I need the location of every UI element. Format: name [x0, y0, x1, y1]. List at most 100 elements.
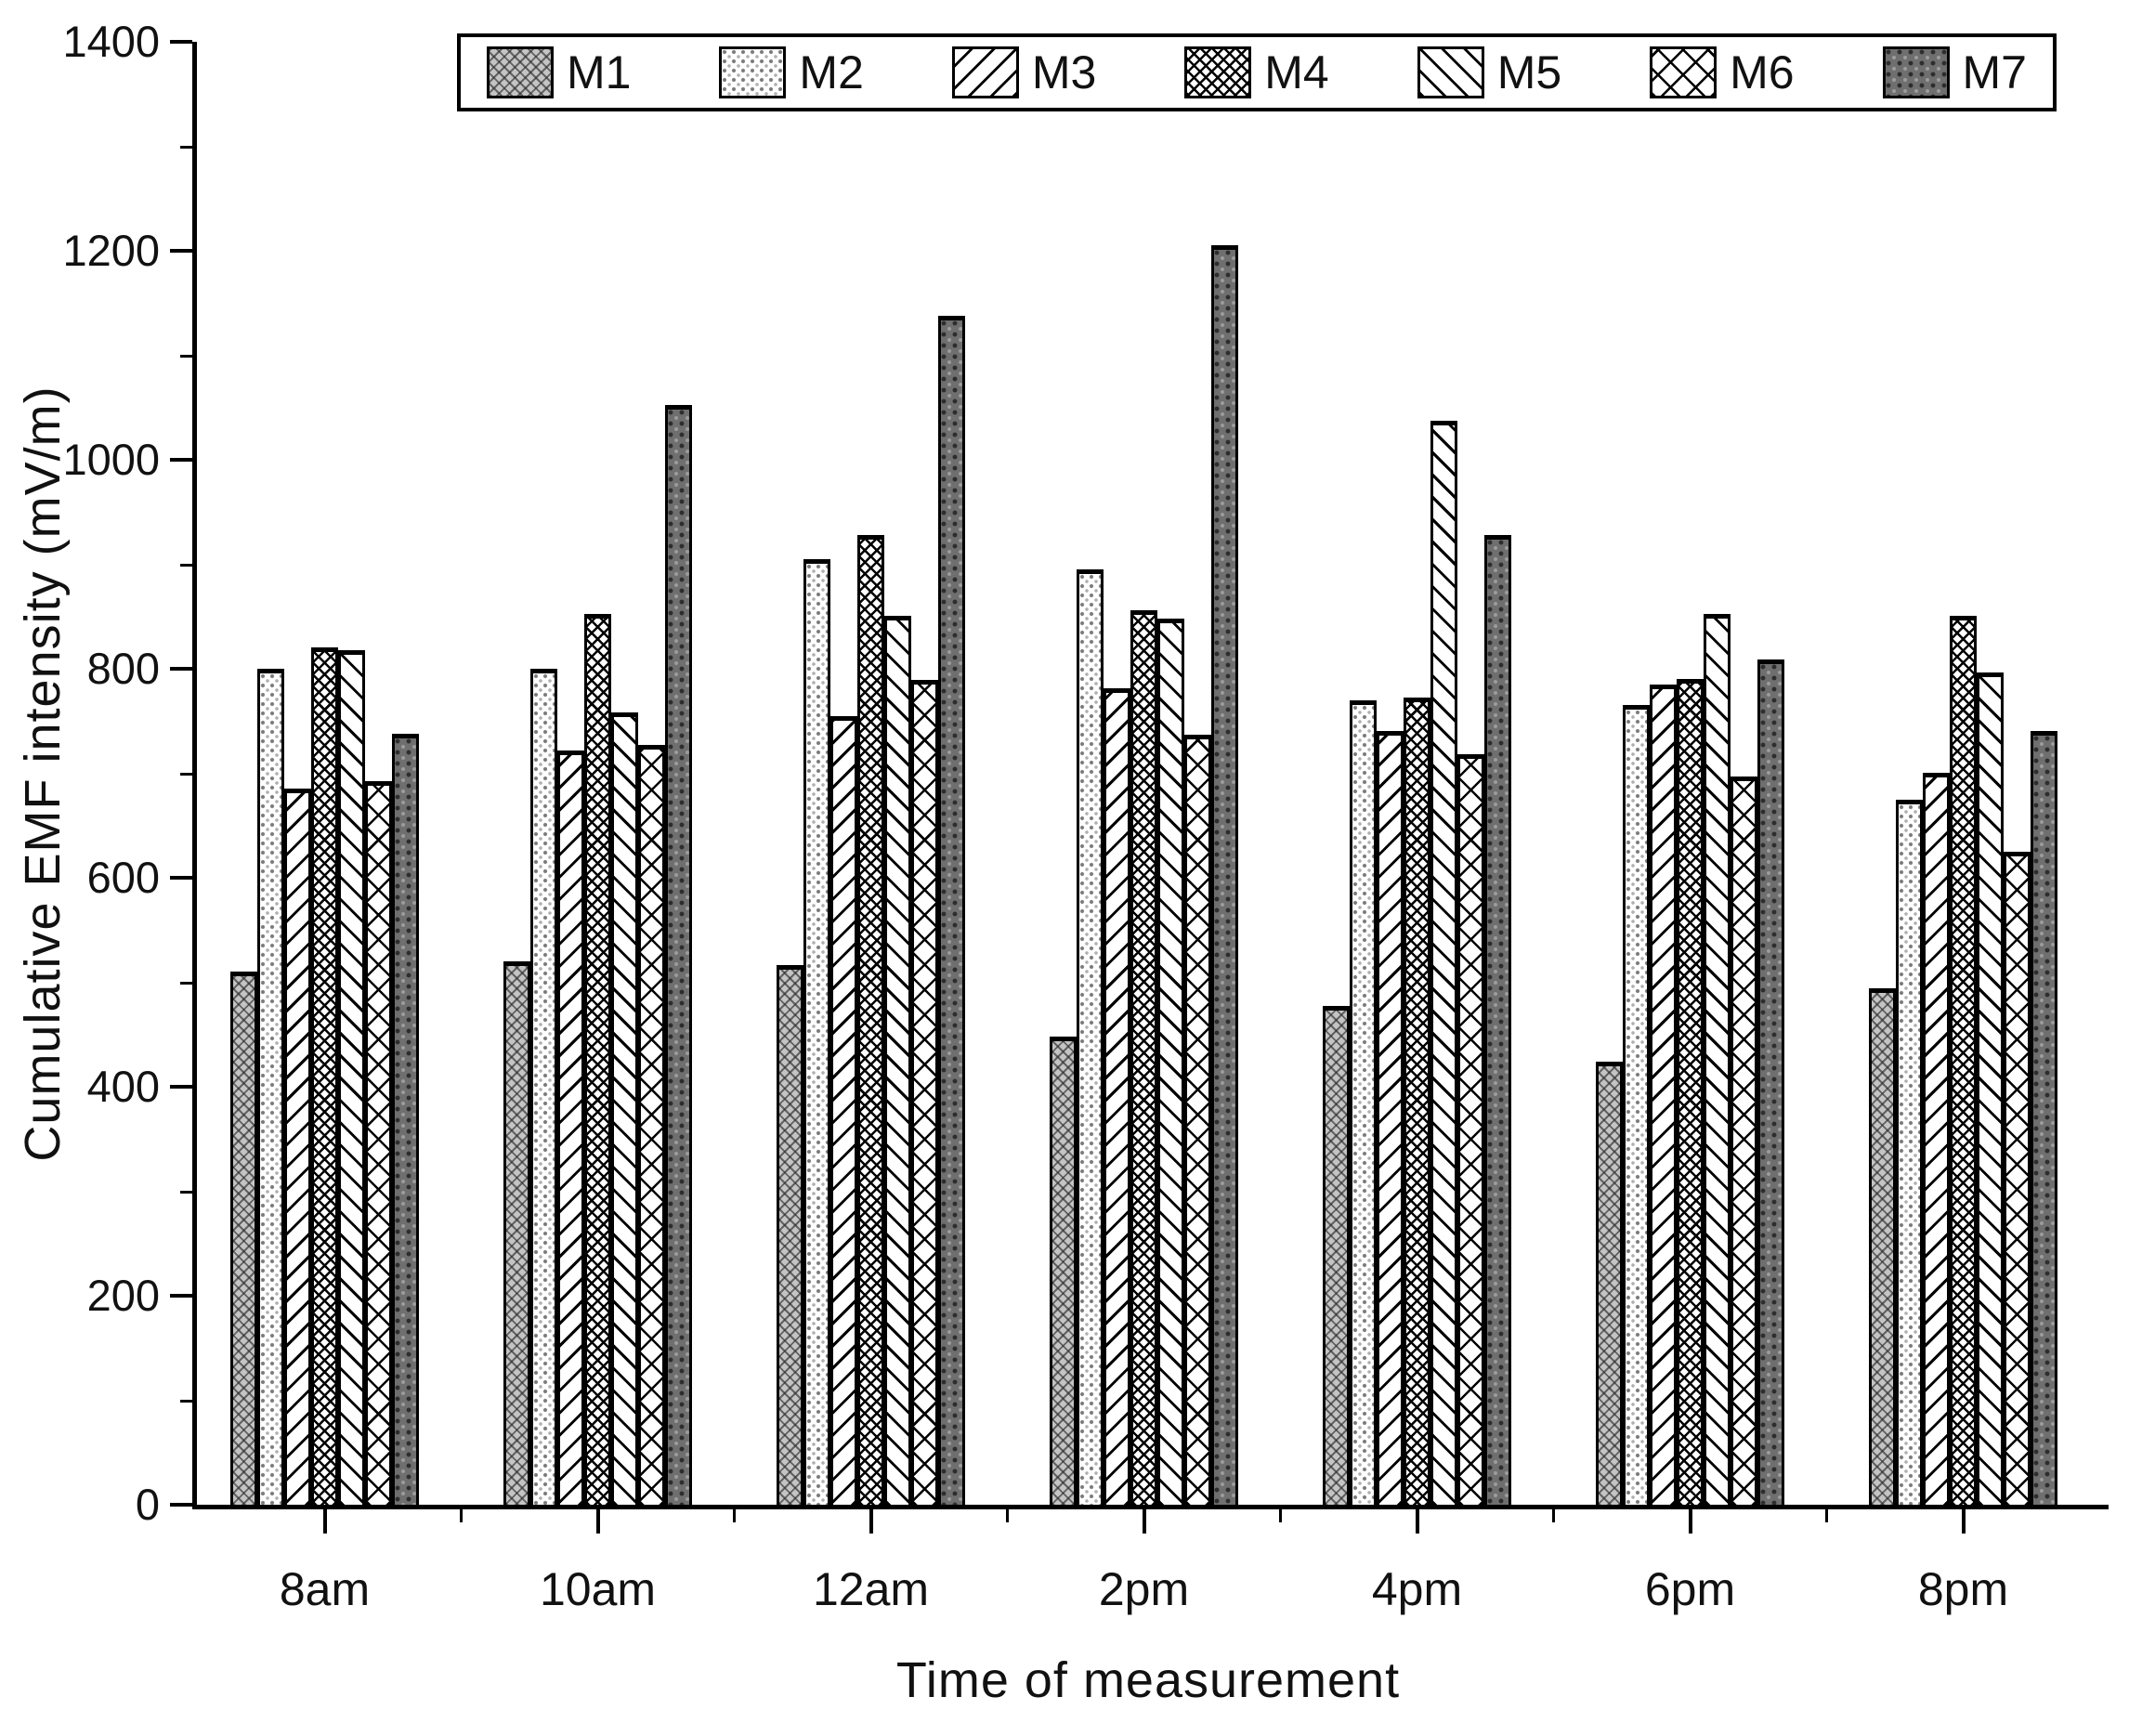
bar-m6-10am — [638, 745, 665, 1505]
dense-crosshatch-swatch — [1184, 46, 1252, 98]
x-tick-label: 12am — [812, 1563, 930, 1615]
x-tick-label: 4pm — [1371, 1563, 1463, 1615]
bar-m2-12am — [803, 559, 830, 1505]
legend-item-m1: M1 — [487, 46, 631, 99]
x-major-tick — [1415, 1509, 1419, 1534]
bar-m6-4pm — [1457, 754, 1484, 1505]
x-tick-label: 10am — [539, 1563, 657, 1615]
bar-m7-8am — [392, 734, 419, 1505]
y-minor-tick — [180, 145, 192, 149]
x-tick-label: 6pm — [1644, 1563, 1736, 1615]
diagonal-back-swatch — [1417, 46, 1484, 98]
legend-label: M4 — [1264, 46, 1329, 98]
plot-area: 0 200 400 600 800 1000 1200 1400 8am 10am 12am 2pm… — [62, 18, 2109, 1615]
bar-m3-6pm — [1650, 685, 1677, 1505]
y-minor-tick — [180, 1399, 192, 1403]
bar-m3-12am — [830, 716, 857, 1505]
bar-m7-10am — [665, 405, 692, 1505]
bar-m7-8pm — [2031, 731, 2057, 1505]
bar-m6-8pm — [2004, 852, 2031, 1505]
bar-m4-4pm — [1404, 698, 1430, 1505]
x-axis-title: Time of measurement — [895, 1652, 1401, 1708]
bar-m2-10am — [530, 669, 557, 1505]
diagonal-forward-swatch — [951, 46, 1019, 98]
bar-group-4pm — [1323, 421, 1511, 1505]
bar-m4-10am — [584, 614, 611, 1505]
bar-m6-8am — [365, 781, 392, 1505]
bar-m2-8pm — [1896, 800, 1923, 1505]
bar-group-6pm — [1596, 614, 1784, 1505]
bar-group-10am — [503, 405, 692, 1505]
legend-label: M6 — [1730, 46, 1795, 98]
x-major-tick — [1688, 1509, 1692, 1534]
y-major-tick — [170, 458, 192, 462]
bar-m4-8pm — [1950, 616, 1977, 1505]
y-minor-tick — [180, 981, 192, 985]
legend-item-m3: M3 — [951, 46, 1097, 99]
y-minor-tick — [180, 354, 192, 358]
bar-m5-2pm — [1157, 619, 1184, 1505]
legend-label: M5 — [1496, 46, 1562, 98]
bar-group-12am — [777, 316, 965, 1505]
y-major-tick — [170, 1503, 192, 1507]
legend-item-m4: M4 — [1184, 46, 1329, 99]
legend-item-m7: M7 — [1882, 46, 2027, 99]
y-tick-label: 1000 — [62, 435, 160, 484]
x-minor-tick — [1279, 1509, 1282, 1522]
x-major-tick — [869, 1509, 873, 1534]
legend-label: M1 — [567, 46, 632, 98]
bar-m2-8am — [257, 669, 284, 1505]
y-tick-label: 600 — [86, 853, 160, 902]
x-tick-label: 8am — [279, 1563, 371, 1615]
bar-m6-6pm — [1731, 777, 1757, 1505]
bar-m1-8pm — [1869, 988, 1896, 1505]
bar-m2-4pm — [1350, 700, 1377, 1505]
bar-m5-8am — [338, 650, 365, 1505]
bar-m3-8am — [284, 789, 311, 1505]
bar-m4-2pm — [1130, 610, 1157, 1505]
bar-group-2pm — [1050, 245, 1238, 1505]
bar-m3-8pm — [1923, 773, 1950, 1505]
y-minor-tick — [180, 1190, 192, 1194]
x-minor-tick — [1006, 1509, 1009, 1522]
y-major-tick — [170, 40, 192, 44]
legend-label: M7 — [1962, 46, 2027, 98]
y-tick-label: 800 — [86, 644, 160, 693]
bar-m3-10am — [557, 751, 584, 1505]
legend-item-m2: M2 — [719, 46, 864, 99]
y-minor-tick — [180, 772, 192, 776]
gray-crosshatch-swatch — [487, 46, 554, 98]
bar-m5-8pm — [1977, 672, 2004, 1505]
x-minor-tick — [1825, 1509, 1828, 1522]
y-tick-label: 0 — [135, 1480, 160, 1529]
open-crosshatch-swatch — [1650, 46, 1718, 98]
y-major-tick — [170, 1294, 192, 1298]
y-minor-tick — [180, 563, 192, 567]
bar-m2-2pm — [1077, 569, 1104, 1505]
x-minor-tick — [733, 1509, 736, 1522]
bar-m1-6pm — [1596, 1062, 1623, 1505]
bar-m2-6pm — [1623, 705, 1650, 1505]
bar-m4-8am — [311, 647, 338, 1505]
y-major-tick — [170, 667, 192, 671]
y-major-tick — [170, 876, 192, 880]
bar-m5-4pm — [1430, 421, 1457, 1505]
bar-m1-4pm — [1323, 1006, 1350, 1505]
bar-m3-2pm — [1104, 688, 1130, 1505]
bar-m6-2pm — [1184, 735, 1211, 1505]
y-axis-title: Cumulative EMF intensity (mV/m) — [15, 385, 71, 1162]
legend-item-m5: M5 — [1417, 46, 1561, 99]
x-major-tick — [595, 1509, 600, 1534]
y-tick-label: 400 — [86, 1062, 160, 1111]
bar-group-8pm — [1869, 616, 2057, 1505]
y-major-tick — [170, 1085, 192, 1089]
bar-m7-12am — [938, 316, 965, 1505]
bar-m1-10am — [503, 961, 530, 1505]
legend-label: M3 — [1031, 46, 1097, 98]
bar-m7-6pm — [1757, 659, 1784, 1505]
x-tick-label: 2pm — [1098, 1563, 1190, 1615]
y-tick-label: 1200 — [62, 226, 160, 275]
x-major-tick — [1961, 1509, 1966, 1534]
bar-m1-12am — [777, 965, 803, 1505]
